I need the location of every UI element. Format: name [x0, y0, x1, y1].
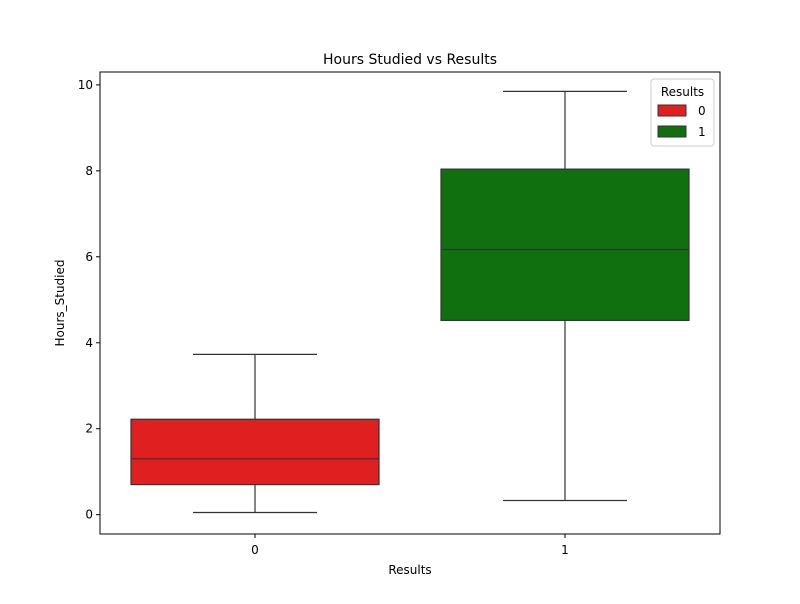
y-tick-label: 10 [78, 78, 93, 92]
legend-entry-1: 1 [657, 125, 706, 139]
chart-title: Hours Studied vs Results [323, 52, 497, 68]
legend-swatch [657, 104, 687, 117]
iqr-box [130, 418, 380, 486]
y-tick-label: 4 [85, 336, 93, 350]
legend-swatch [657, 125, 687, 138]
y-tick-label: 8 [85, 164, 93, 178]
box-group-0 [130, 353, 380, 514]
legend-entries: 01 [657, 104, 706, 139]
y-tick-label: 2 [85, 422, 93, 436]
legend-entry-0: 0 [657, 104, 706, 118]
legend-label: 1 [698, 125, 706, 139]
y-tick-label: 6 [85, 250, 93, 264]
legend-label: 0 [698, 104, 706, 118]
legend: Results 01 [650, 78, 715, 147]
legend-title: Results [661, 85, 704, 99]
y-axis: 0 2 4 6 8 10 [78, 78, 100, 522]
box-group-1 [440, 90, 690, 502]
y-axis-label: Hours_Studied [53, 259, 67, 346]
x-tick-label: 0 [251, 543, 259, 557]
plot-area [130, 90, 690, 514]
axes-frame [99, 71, 721, 535]
x-tick-label: 1 [561, 543, 569, 557]
iqr-box [440, 168, 690, 322]
y-tick-label: 0 [85, 508, 93, 522]
x-axis-label: Results [388, 563, 431, 577]
